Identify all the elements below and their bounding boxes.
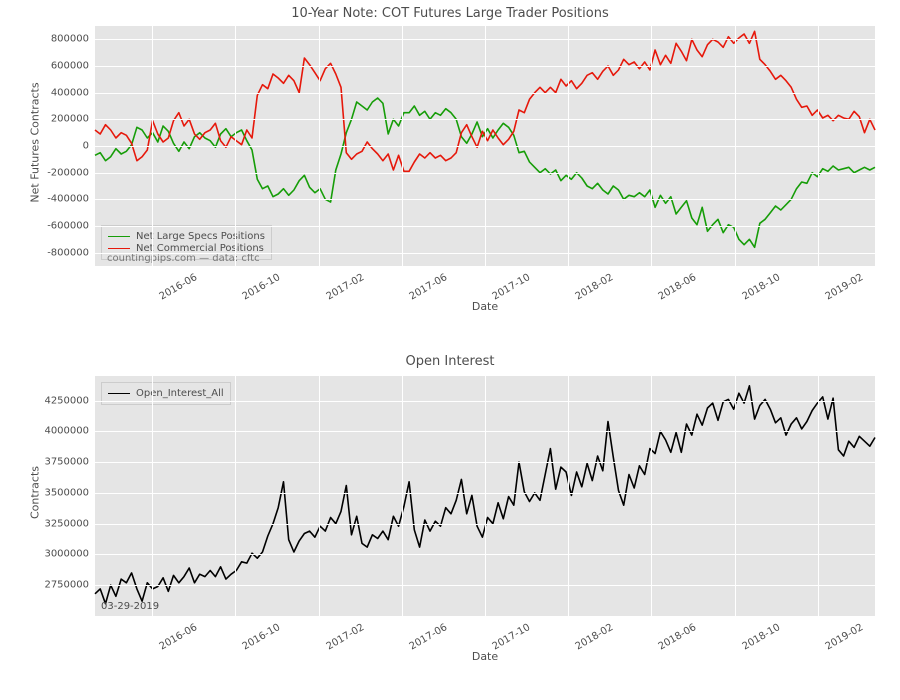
top-x-axis-label: Date [95,300,875,313]
watermark: countingpips.com — data: cftc [107,253,260,264]
y-tick-label: 3500000 [19,487,89,498]
bottom-chart-title: Open Interest [0,354,900,369]
grid-line [319,376,320,616]
grid-line [319,26,320,266]
legend-swatch [108,393,130,394]
grid-line [485,26,486,266]
y-tick-label: -600000 [19,221,89,232]
y-tick-label: 600000 [19,61,89,72]
x-tick-label: 2018-10 [740,272,782,302]
legend-row: Net Large Specs Positions [108,231,265,242]
date-stamp: 03-29-2019 [101,601,159,612]
grid-line [402,26,403,266]
grid-line [485,376,486,616]
y-tick-label: 800000 [19,34,89,45]
grid-line [651,26,652,266]
x-tick-label: 2018-06 [657,622,699,652]
bottom-x-axis-label: Date [95,650,875,663]
x-tick-label: 2016-06 [158,622,200,652]
grid-line [235,376,236,616]
x-tick-label: 2018-02 [574,622,616,652]
x-tick-label: 2018-10 [740,622,782,652]
grid-line [402,376,403,616]
grid-line [651,376,652,616]
y-tick-label: -200000 [19,167,89,178]
y-tick-label: 4250000 [19,395,89,406]
y-tick-label: 3750000 [19,457,89,468]
top-chart-title: 10-Year Note: COT Futures Large Trader P… [0,6,900,21]
y-tick-label: -400000 [19,194,89,205]
figure: 10-Year Note: COT Futures Large Trader P… [0,0,900,700]
y-tick-label: -800000 [19,247,89,258]
grid-line [568,26,569,266]
x-tick-label: 2018-06 [657,272,699,302]
x-tick-label: 2018-02 [574,272,616,302]
grid-line [152,26,153,266]
x-tick-label: 2017-02 [324,622,366,652]
legend-swatch [108,236,130,237]
y-tick-label: 200000 [19,114,89,125]
x-tick-label: 2017-06 [407,272,449,302]
x-tick-label: 2017-10 [491,622,533,652]
x-tick-label: 2019-02 [823,272,865,302]
top-panel: 10-Year Note: COT Futures Large Trader P… [0,0,900,340]
grid-line [735,26,736,266]
legend-label: Net Large Specs Positions [136,231,265,242]
grid-line [818,376,819,616]
grid-line [568,376,569,616]
y-tick-label: 0 [19,141,89,152]
grid-line [152,376,153,616]
y-tick-label: 2750000 [19,580,89,591]
legend-label: Open_Interest_All [136,388,224,399]
bottom-plot-area: Open_Interest_All 03-29-2019 [95,376,875,616]
x-tick-label: 2017-02 [324,272,366,302]
grid-line [735,376,736,616]
bottom-panel: Open Interest Open_Interest_All 03-29-20… [0,350,900,700]
top-plot-area: Net Large Specs Positions Net Commercial… [95,26,875,266]
y-tick-label: 4000000 [19,426,89,437]
x-tick-label: 2016-06 [158,272,200,302]
x-tick-label: 2016-10 [241,272,283,302]
x-tick-label: 2016-10 [241,622,283,652]
legend-swatch [108,248,130,249]
legend-row: Open_Interest_All [108,388,224,399]
x-tick-label: 2017-10 [491,272,533,302]
grid-line [235,26,236,266]
x-tick-label: 2017-06 [407,622,449,652]
y-tick-label: 400000 [19,87,89,98]
y-tick-label: 3000000 [19,549,89,560]
grid-line [818,26,819,266]
x-tick-label: 2019-02 [823,622,865,652]
y-tick-label: 3250000 [19,518,89,529]
